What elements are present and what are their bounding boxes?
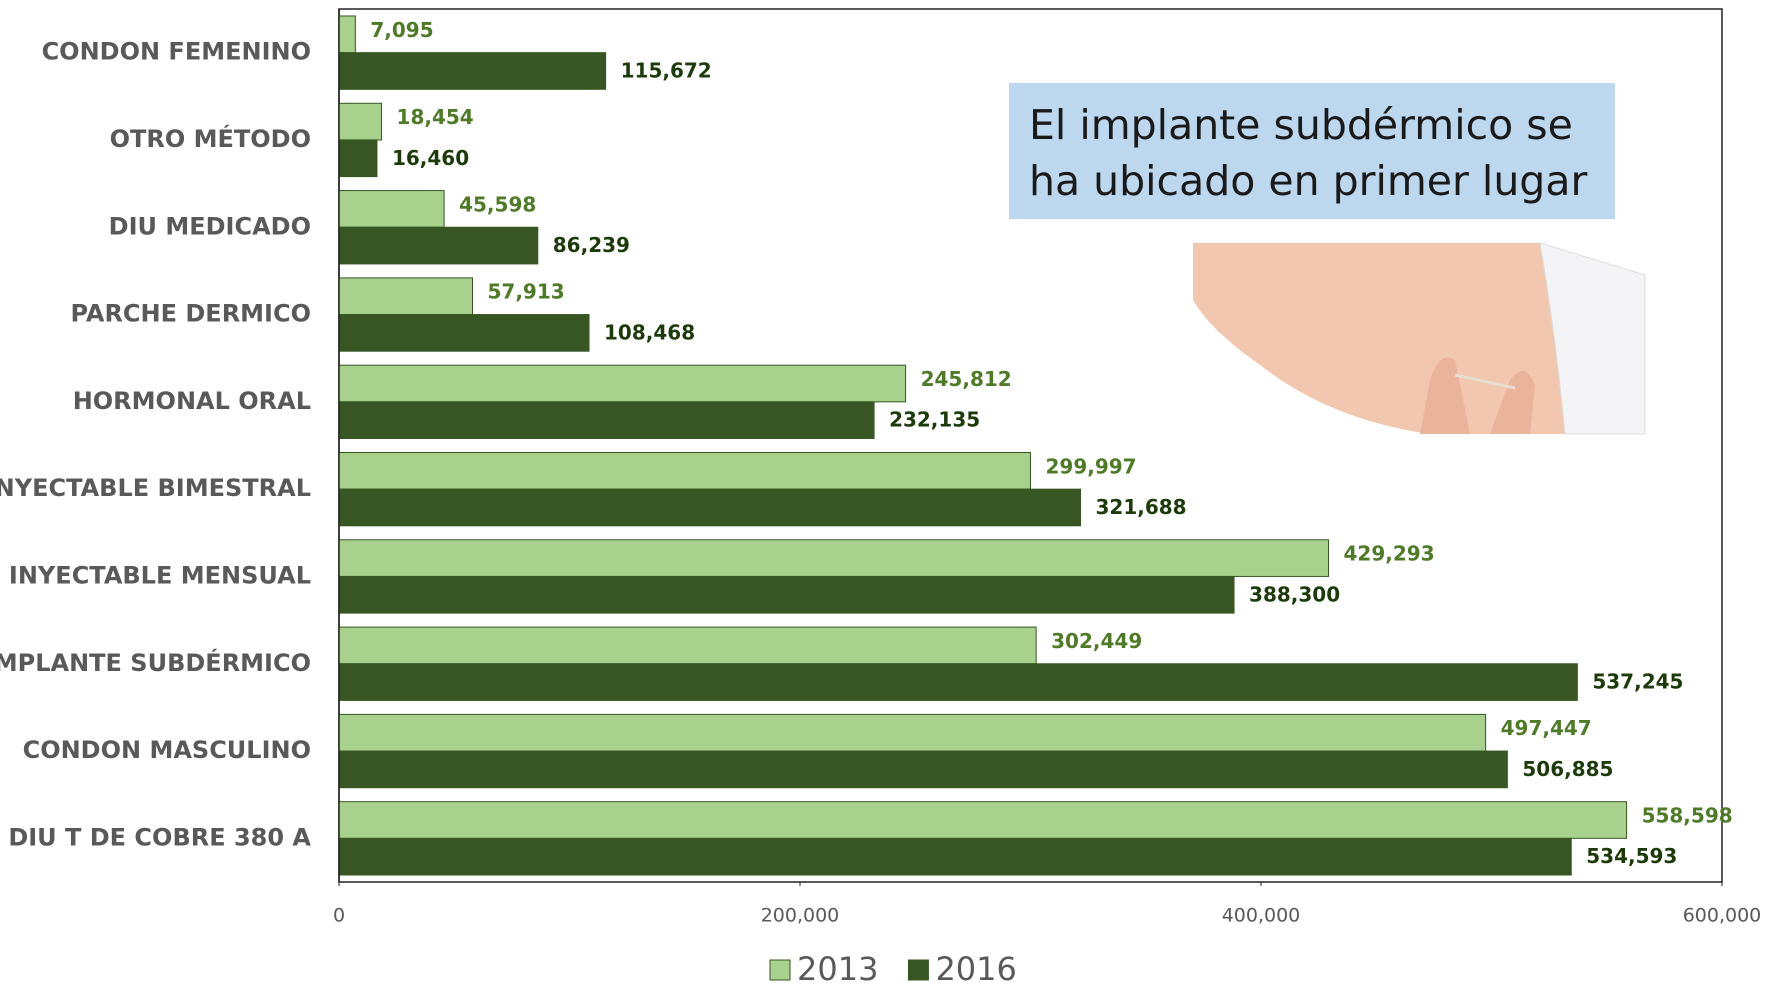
bar xyxy=(339,103,382,140)
legend-label: 2013 xyxy=(797,950,878,986)
bar xyxy=(339,838,1571,875)
value-label: 232,135 xyxy=(889,408,980,432)
value-label: 388,300 xyxy=(1249,582,1340,606)
value-label: 506,885 xyxy=(1522,757,1613,781)
legend-swatch xyxy=(908,960,928,980)
value-label: 18,454 xyxy=(397,105,474,129)
category-label: OTRO MÉTODO xyxy=(110,124,311,153)
value-label: 534,593 xyxy=(1586,844,1677,868)
bar xyxy=(339,227,538,264)
x-tick-label: 0 xyxy=(333,905,345,927)
value-label: 245,812 xyxy=(921,367,1012,391)
value-label: 537,245 xyxy=(1592,670,1683,694)
value-label: 497,447 xyxy=(1501,716,1592,740)
value-label: 115,672 xyxy=(621,58,712,82)
legend-label: 2016 xyxy=(935,950,1016,986)
x-tick-label: 400,000 xyxy=(1222,905,1301,927)
value-label: 321,688 xyxy=(1095,495,1186,519)
x-tick-label: 200,000 xyxy=(761,905,840,927)
value-label: 7,095 xyxy=(370,18,433,42)
category-label: HORMONAL ORAL xyxy=(73,387,311,415)
bar xyxy=(339,664,1577,701)
bar xyxy=(339,278,472,315)
bar xyxy=(339,140,377,177)
legend-swatch xyxy=(770,960,790,980)
bar xyxy=(339,53,606,90)
category-label: PARCHE DERMICO xyxy=(70,300,311,328)
category-label: IMPLANTE SUBDÉRMICO xyxy=(0,648,311,677)
bar xyxy=(339,16,355,53)
bar xyxy=(339,540,1329,577)
category-label: CONDON FEMENINO xyxy=(42,38,311,66)
bar xyxy=(339,627,1036,664)
x-tick-label: 600,000 xyxy=(1683,905,1762,927)
bar xyxy=(339,191,444,228)
category-label: INYECTABLE BIMESTRAL xyxy=(0,474,311,502)
value-label: 57,913 xyxy=(487,280,564,304)
value-label: 429,293 xyxy=(1344,542,1435,566)
value-label: 45,598 xyxy=(459,192,536,216)
value-label: 299,997 xyxy=(1045,454,1136,478)
value-label: 302,449 xyxy=(1051,629,1142,653)
bar xyxy=(339,452,1030,489)
bar xyxy=(339,802,1627,839)
page: 0 200,000 400,000 600,000 CONDON FEMENINO 7,0… xyxy=(0,0,1765,986)
photo xyxy=(1193,243,1645,434)
value-label: 16,460 xyxy=(392,146,469,170)
category-label: CONDON MASCULINO xyxy=(23,736,311,764)
value-label: 86,239 xyxy=(553,233,630,257)
bar xyxy=(339,402,874,439)
bar xyxy=(339,751,1507,788)
category-label: DIU T DE COBRE 380 A xyxy=(8,823,311,851)
bar xyxy=(339,489,1080,526)
bar xyxy=(339,315,589,352)
bar xyxy=(339,365,906,402)
bar xyxy=(339,714,1486,751)
bar xyxy=(339,576,1234,613)
annotation: El implante subdérmico se ha ubicado en … xyxy=(1009,83,1615,219)
category-label: DIU MEDICADO xyxy=(109,212,311,240)
category-label: INYECTABLE MENSUAL xyxy=(9,561,311,589)
value-label: 558,598 xyxy=(1642,804,1733,828)
value-label: 108,468 xyxy=(604,320,695,344)
